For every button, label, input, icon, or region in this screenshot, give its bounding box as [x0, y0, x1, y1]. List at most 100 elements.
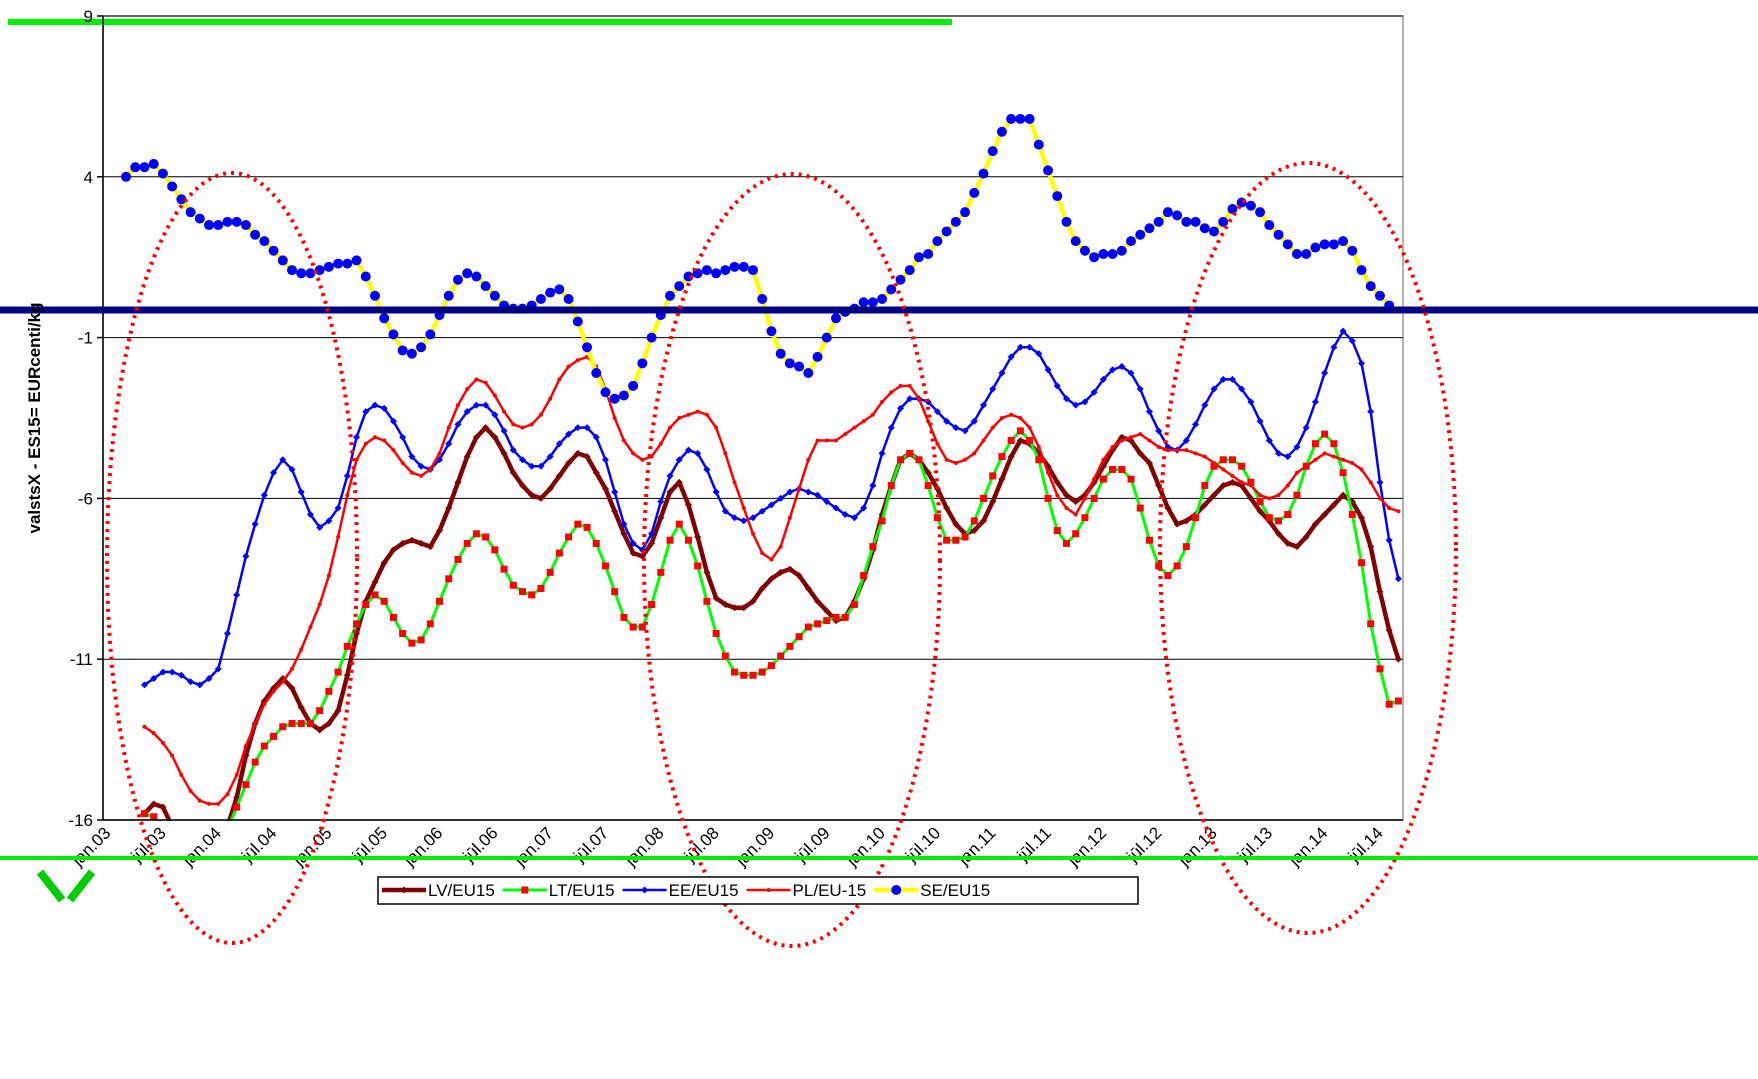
- marker: [1009, 412, 1014, 417]
- marker: [572, 316, 583, 327]
- marker: [399, 629, 407, 637]
- marker: [196, 874, 203, 881]
- marker: [906, 395, 914, 403]
- marker: [521, 886, 529, 894]
- marker: [941, 226, 952, 237]
- marker: [620, 530, 628, 538]
- marker: [287, 265, 298, 276]
- x-tick-label: jan.11: [954, 823, 1000, 869]
- x-tick-label: jan.10: [842, 823, 889, 870]
- marker: [1182, 437, 1190, 445]
- marker: [741, 506, 746, 511]
- marker: [583, 453, 591, 461]
- x-tick-label: jan.04: [178, 823, 225, 870]
- marker: [1358, 514, 1366, 522]
- marker: [1118, 465, 1126, 473]
- marker: [989, 498, 997, 506]
- marker: [417, 462, 425, 470]
- marker: [1385, 700, 1393, 708]
- marker: [279, 456, 287, 464]
- marker: [795, 572, 803, 580]
- marker: [832, 613, 840, 621]
- marker: [260, 742, 268, 750]
- y-tick-label: -16: [68, 811, 93, 830]
- marker: [1116, 245, 1127, 256]
- marker: [989, 385, 997, 393]
- marker: [675, 478, 683, 486]
- marker: [1239, 480, 1244, 485]
- marker: [334, 707, 342, 715]
- marker: [1016, 437, 1024, 445]
- marker: [1145, 536, 1153, 544]
- marker: [251, 758, 259, 766]
- series: [142, 354, 1401, 806]
- marker: [703, 465, 711, 473]
- marker: [913, 252, 924, 263]
- marker: [188, 789, 193, 794]
- marker: [342, 258, 353, 269]
- marker: [878, 517, 886, 525]
- marker: [592, 539, 600, 547]
- marker: [336, 534, 341, 539]
- marker: [738, 261, 749, 272]
- marker: [223, 629, 231, 637]
- marker: [684, 536, 692, 544]
- marker: [804, 623, 812, 631]
- marker: [240, 220, 251, 231]
- marker: [288, 465, 296, 473]
- marker: [970, 417, 978, 425]
- marker: [1219, 375, 1227, 383]
- marker: [952, 536, 960, 544]
- marker: [343, 671, 351, 679]
- marker: [511, 422, 516, 427]
- marker: [1238, 462, 1246, 470]
- marker: [944, 457, 949, 462]
- marker: [1144, 223, 1155, 234]
- marker: [317, 602, 322, 607]
- marker: [509, 581, 517, 589]
- marker: [426, 620, 434, 628]
- marker: [852, 425, 857, 430]
- marker: [443, 290, 454, 301]
- marker: [731, 668, 739, 676]
- marker: [546, 568, 554, 576]
- marker: [1396, 509, 1401, 514]
- marker: [271, 689, 276, 694]
- marker: [270, 732, 278, 740]
- marker: [575, 358, 580, 363]
- marker: [1264, 220, 1275, 231]
- marker: [1044, 494, 1052, 502]
- marker: [723, 451, 728, 456]
- marker: [528, 591, 536, 599]
- marker: [620, 613, 628, 621]
- marker: [916, 396, 921, 401]
- marker: [408, 536, 416, 544]
- marker: [1099, 375, 1107, 383]
- marker: [268, 245, 279, 256]
- marker: [1374, 290, 1385, 301]
- marker: [222, 216, 233, 227]
- marker: [1107, 248, 1118, 259]
- marker: [334, 668, 342, 676]
- marker: [205, 674, 213, 682]
- marker: [187, 678, 195, 686]
- marker: [1258, 493, 1263, 498]
- marker: [454, 478, 462, 486]
- marker: [786, 488, 794, 496]
- marker: [323, 261, 334, 272]
- marker: [399, 433, 407, 441]
- marker: [1145, 459, 1153, 467]
- marker: [1118, 363, 1126, 371]
- marker: [915, 456, 923, 464]
- marker: [397, 345, 408, 356]
- marker: [194, 213, 205, 224]
- marker: [1387, 506, 1392, 511]
- marker: [463, 453, 471, 461]
- marker: [1265, 514, 1273, 522]
- marker: [1155, 427, 1163, 435]
- marker: [334, 504, 342, 512]
- legend-label: LV/EU15: [428, 881, 495, 900]
- marker: [170, 753, 175, 758]
- marker: [1339, 491, 1347, 499]
